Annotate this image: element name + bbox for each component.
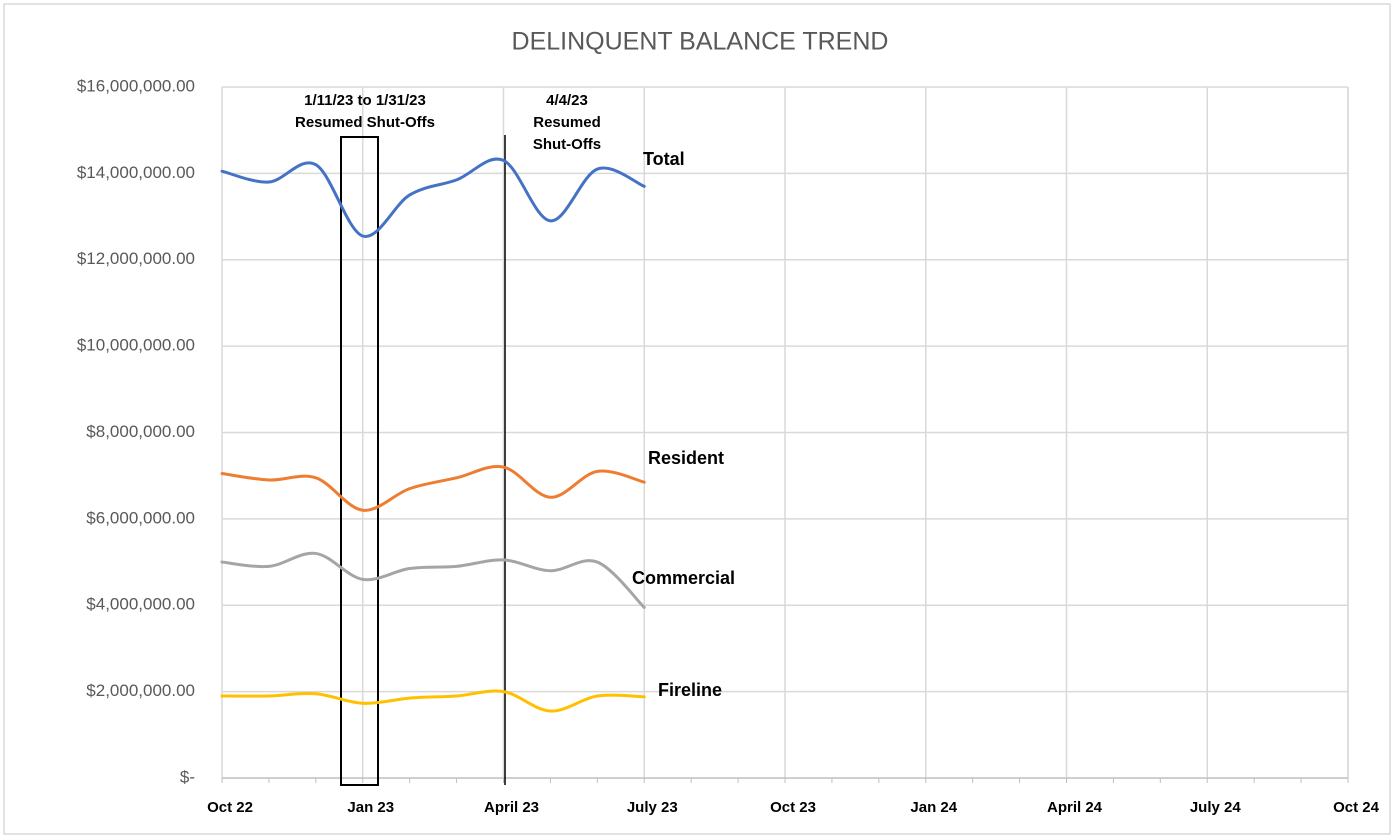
series-line xyxy=(220,551,646,609)
series-label: Commercial xyxy=(632,568,735,588)
annotation: Resumed Shut-Offs xyxy=(295,114,435,131)
x-tick-label: Oct 24 xyxy=(1333,799,1380,816)
y-tick-label: $8,000,000.00 xyxy=(86,422,195,441)
y-tick-label: $4,000,000.00 xyxy=(86,595,195,614)
y-tick-label: $12,000,000.00 xyxy=(77,249,195,268)
annotation-box xyxy=(340,136,379,786)
series-label: Fireline xyxy=(658,680,722,700)
series-line xyxy=(220,157,646,238)
x-tick-label: Jan 23 xyxy=(347,799,394,816)
x-tick-label: Oct 23 xyxy=(770,799,816,816)
series-line xyxy=(220,689,646,713)
series-label: Total xyxy=(643,149,685,169)
y-tick-label: $- xyxy=(180,767,195,786)
x-tick-label: Jan 24 xyxy=(910,799,957,816)
chart-title: DELINQUENT BALANCE TREND xyxy=(512,28,889,56)
x-tick-label: July 23 xyxy=(627,799,678,816)
x-tick-label: April 23 xyxy=(484,799,539,816)
y-tick-label: $14,000,000.00 xyxy=(77,163,195,182)
x-tick-label: July 24 xyxy=(1190,799,1242,816)
annotation: Resumed xyxy=(533,114,601,131)
series-label: Resident xyxy=(648,448,724,468)
x-tick-label: April 24 xyxy=(1047,799,1103,816)
chart-border xyxy=(3,3,1391,835)
series-line xyxy=(220,464,646,512)
y-tick-label: $6,000,000.00 xyxy=(86,508,195,527)
y-tick-label: $2,000,000.00 xyxy=(86,681,195,700)
annotation: 1/11/23 to 1/31/23 xyxy=(304,92,426,109)
y-tick-label: $10,000,000.00 xyxy=(77,336,195,355)
y-tick-label: $16,000,000.00 xyxy=(77,76,195,95)
annotation: Shut-Offs xyxy=(533,136,601,153)
annotation: 4/4/23 xyxy=(546,92,588,109)
x-tick-label: Oct 22 xyxy=(207,799,253,816)
